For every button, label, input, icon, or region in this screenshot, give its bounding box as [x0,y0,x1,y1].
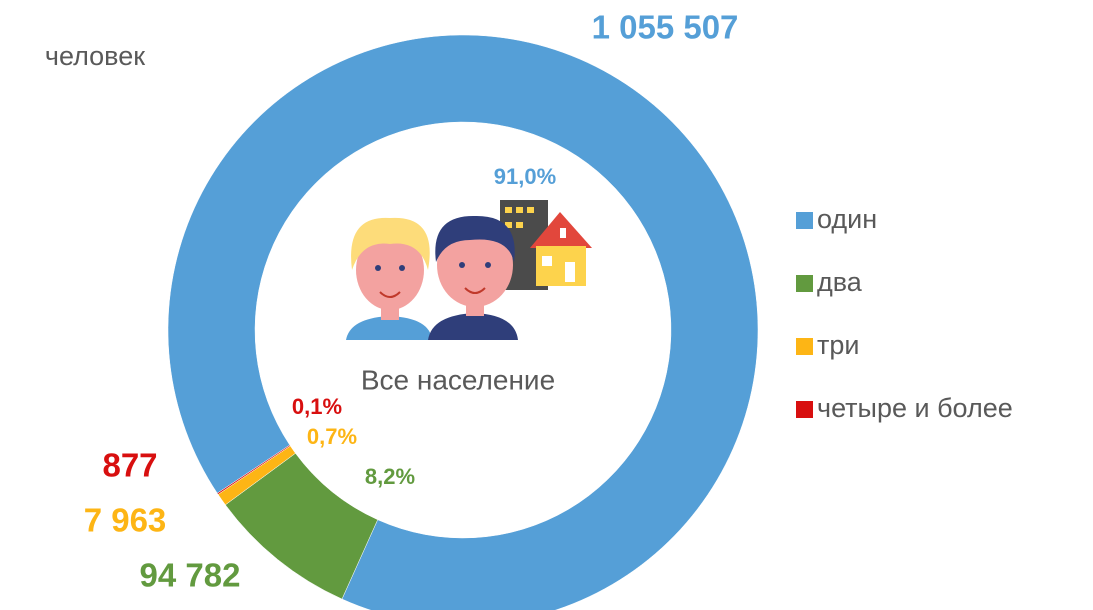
legend-swatch [796,401,813,418]
value-label: 877 [102,447,157,484]
legend-label: один [817,204,877,234]
value-label: 1 055 507 [592,9,739,46]
percentage-label: 0,7% [307,424,357,449]
percentage-label: 8,2% [365,464,415,489]
percentage-label: 91,0% [494,164,556,189]
legend-swatch [796,212,813,229]
percentage-label: 0,1% [292,394,342,419]
unit-label: человек [45,41,145,71]
legend-label: три [817,330,859,360]
legend-swatch [796,275,813,292]
legend-swatch [796,338,813,355]
center-label: Все население [361,364,555,395]
chart: человек Все население 1 055 507 91,0% один… [0,0,1093,610]
legend-label: четыре и более [817,393,1013,423]
value-label: 7 963 [84,502,167,539]
legend-label: два [817,267,863,297]
illustration [346,200,592,340]
value-label: 94 782 [140,557,241,594]
